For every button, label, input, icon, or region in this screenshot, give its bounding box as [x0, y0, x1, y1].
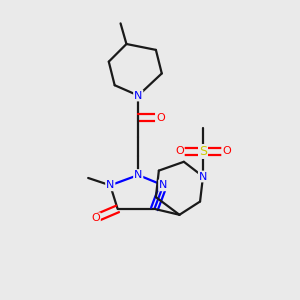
Text: S: S [199, 145, 207, 158]
Text: O: O [156, 112, 165, 123]
Text: N: N [106, 180, 114, 190]
Text: O: O [222, 146, 231, 157]
Text: N: N [134, 170, 142, 180]
Text: O: O [91, 213, 100, 223]
Text: N: N [159, 180, 167, 190]
Text: O: O [175, 146, 184, 157]
Text: N: N [199, 172, 207, 182]
Text: N: N [134, 91, 142, 100]
